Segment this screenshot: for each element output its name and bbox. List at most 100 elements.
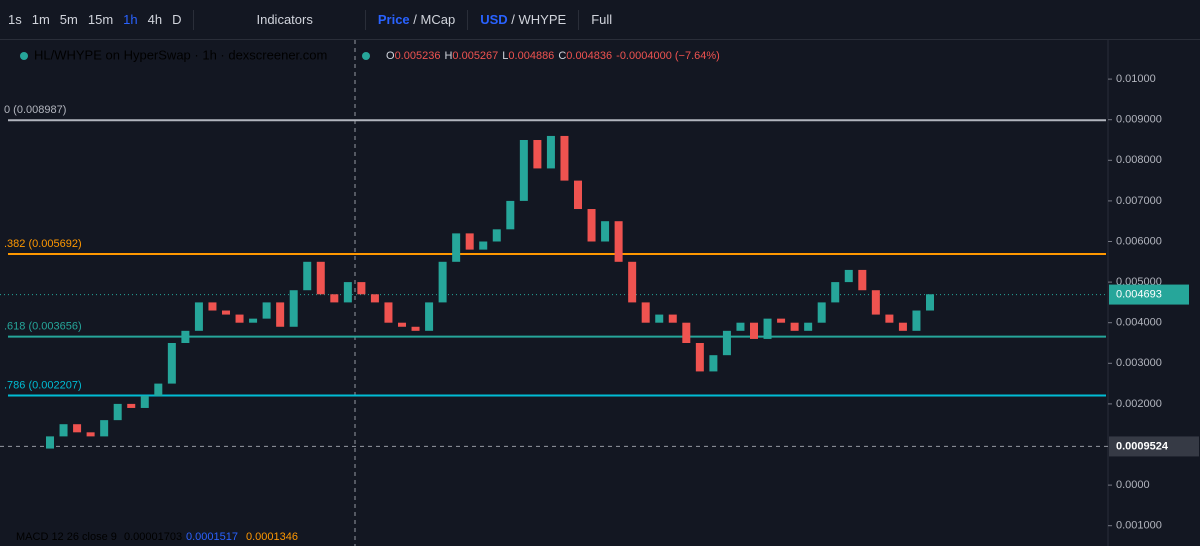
candle xyxy=(73,424,82,433)
y-tick-label: 0.006000 xyxy=(1116,235,1162,247)
candle xyxy=(235,314,244,323)
fib-label: .786 (0.002207) xyxy=(4,379,82,391)
candle xyxy=(140,395,149,408)
interval[interactable]: 1h xyxy=(123,12,138,27)
y-tick-label: 0.007000 xyxy=(1116,195,1162,207)
currency-toggle[interactable]: USD / WHYPE xyxy=(480,12,566,27)
status-dot xyxy=(362,52,370,60)
full-button[interactable]: Full xyxy=(591,12,613,27)
candle xyxy=(289,290,298,327)
candle xyxy=(86,432,95,437)
candle xyxy=(858,269,867,291)
interval[interactable]: 1m xyxy=(31,12,50,27)
macd-label: MACD 12 26 close 9 xyxy=(16,531,117,543)
fib-label: 0 (0.008987) xyxy=(4,104,66,116)
candle xyxy=(641,302,650,323)
macd-signal: 0.0001517 xyxy=(186,531,238,543)
fib-label: .382 (0.005692) xyxy=(4,238,82,250)
y-tick-label: 0.0000 xyxy=(1116,479,1150,491)
legend-o: O xyxy=(386,50,395,62)
intervals: 1s 1m 5m 15m 1h 4h D xyxy=(8,12,181,27)
usd[interactable]: USD xyxy=(480,12,508,27)
candle xyxy=(628,261,637,303)
candle xyxy=(411,326,420,331)
candle xyxy=(46,436,54,449)
candle xyxy=(370,294,379,303)
separator xyxy=(364,9,366,30)
y-tick-label: 0.01000 xyxy=(1116,73,1156,85)
candle xyxy=(560,135,569,181)
candle xyxy=(655,314,664,323)
separator xyxy=(578,9,580,30)
macd-value: 0.00001703 xyxy=(124,531,182,543)
candle xyxy=(316,261,325,295)
candle xyxy=(100,420,109,437)
candle xyxy=(113,403,122,421)
candle xyxy=(519,140,528,201)
candle xyxy=(736,322,745,331)
interval[interactable]: 1s xyxy=(8,12,22,27)
candle xyxy=(695,343,704,372)
legend-o_val: 0.005236 xyxy=(395,50,441,62)
candle xyxy=(262,302,271,319)
interval[interactable]: 4h xyxy=(147,12,163,27)
candle xyxy=(357,282,366,295)
candle xyxy=(276,302,285,327)
candle xyxy=(574,180,582,210)
candle xyxy=(844,269,853,283)
candle xyxy=(343,282,352,303)
candle xyxy=(614,221,623,262)
candle xyxy=(127,403,136,408)
candle xyxy=(506,200,515,230)
candle xyxy=(384,302,393,323)
chart-title: HL/WHYPE on HyperSwap · 1h · dexscreener… xyxy=(34,47,327,62)
crosshair-badge xyxy=(1109,436,1199,457)
candle xyxy=(587,209,596,242)
legend-change: -0.0004000 (−7.64%) xyxy=(616,50,720,62)
candle xyxy=(167,343,176,384)
legend-l: L xyxy=(502,50,508,62)
ohlc-legend: O0.005236 H0.005267 L0.004886 C0.004836 -0.0… xyxy=(386,50,720,62)
candle xyxy=(777,318,786,323)
candle xyxy=(479,241,488,250)
interval[interactable]: 15m xyxy=(87,12,114,27)
y-tick-label: 0.002000 xyxy=(1116,398,1162,410)
candle xyxy=(750,322,758,339)
candle xyxy=(898,322,907,331)
legend-c_val: 0.004836 xyxy=(566,50,612,62)
candle xyxy=(181,330,190,344)
price-toggle[interactable]: Price / MCap xyxy=(378,12,455,27)
last-price-label: 0.004693 xyxy=(1116,288,1162,300)
y-tick-label: 0.001000 xyxy=(1116,520,1162,532)
legend-h: H xyxy=(444,50,452,62)
candle xyxy=(817,302,826,323)
candle xyxy=(208,302,217,311)
candle xyxy=(668,314,677,323)
separator xyxy=(467,9,469,30)
mcap[interactable]: / MCap xyxy=(413,12,456,27)
candle xyxy=(452,233,461,262)
last-price-badge xyxy=(1109,284,1189,305)
candle xyxy=(871,290,880,315)
candle xyxy=(709,355,718,372)
toolbar: 1s 1m 5m 15m 1h 4h D Indicators Price / MCap U… xyxy=(0,0,1200,40)
candle xyxy=(722,330,731,356)
price[interactable]: Price xyxy=(377,12,410,27)
candle xyxy=(249,318,258,323)
candle xyxy=(194,302,203,331)
candle xyxy=(790,322,799,331)
whype[interactable]: / WHYPE xyxy=(511,12,567,27)
candle xyxy=(492,229,501,242)
legend-h_val: 0.005267 xyxy=(452,50,498,62)
indicators-button[interactable]: Indicators xyxy=(256,12,313,27)
chart: HL/WHYPE on HyperSwap · 1h · dexscreener… xyxy=(0,40,1199,546)
interval[interactable]: 5m xyxy=(59,12,78,27)
candle xyxy=(222,310,230,315)
candle xyxy=(438,261,447,303)
interval[interactable]: D xyxy=(172,12,182,27)
candle xyxy=(154,383,163,396)
crosshair-label: 0.0009524 xyxy=(1116,440,1169,452)
candle xyxy=(601,221,610,242)
candle xyxy=(303,261,312,291)
